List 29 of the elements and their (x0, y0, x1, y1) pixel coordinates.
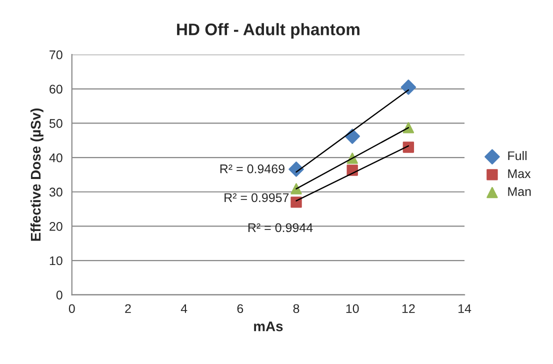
legend-label: Man (508, 187, 531, 196)
annotation: R² = 0.9957 (224, 193, 289, 202)
chart-title: HD Off - Adult phantom (177, 23, 360, 39)
x-tick-label: 12 (402, 304, 415, 313)
point (290, 196, 302, 208)
annotation: R² = 0.9944 (248, 223, 313, 232)
y-tick-label: 60 (50, 84, 62, 94)
x-tick-label: 4 (180, 304, 188, 313)
y-tick-label: 10 (50, 256, 62, 266)
x-tick-label: 6 (237, 304, 244, 314)
y-axis-title: Effective Dose (µSv) (30, 108, 44, 241)
point (402, 142, 414, 153)
point (400, 80, 416, 95)
x-tick-label: 10 (346, 304, 359, 314)
y-tick-label: 30 (49, 188, 62, 197)
y-tick-label: 40 (49, 153, 62, 162)
x-tick-label: 2 (125, 304, 131, 313)
y-tick-label: 70 (50, 50, 62, 60)
legend-label: Max (508, 169, 531, 178)
x-tick-label: 0 (68, 304, 75, 314)
x-tick-label: 8 (293, 304, 300, 314)
y-tick-label: 20 (50, 222, 62, 231)
legend-label: Full (508, 150, 526, 160)
y-tick-label: 50 (49, 119, 62, 128)
x-tick-label: 14 (458, 304, 472, 313)
x-axis-title: mAs (254, 322, 283, 332)
point (290, 183, 302, 194)
y-tick-label: 0 (56, 290, 62, 300)
annotation: R² = 0.9469 (220, 164, 284, 174)
